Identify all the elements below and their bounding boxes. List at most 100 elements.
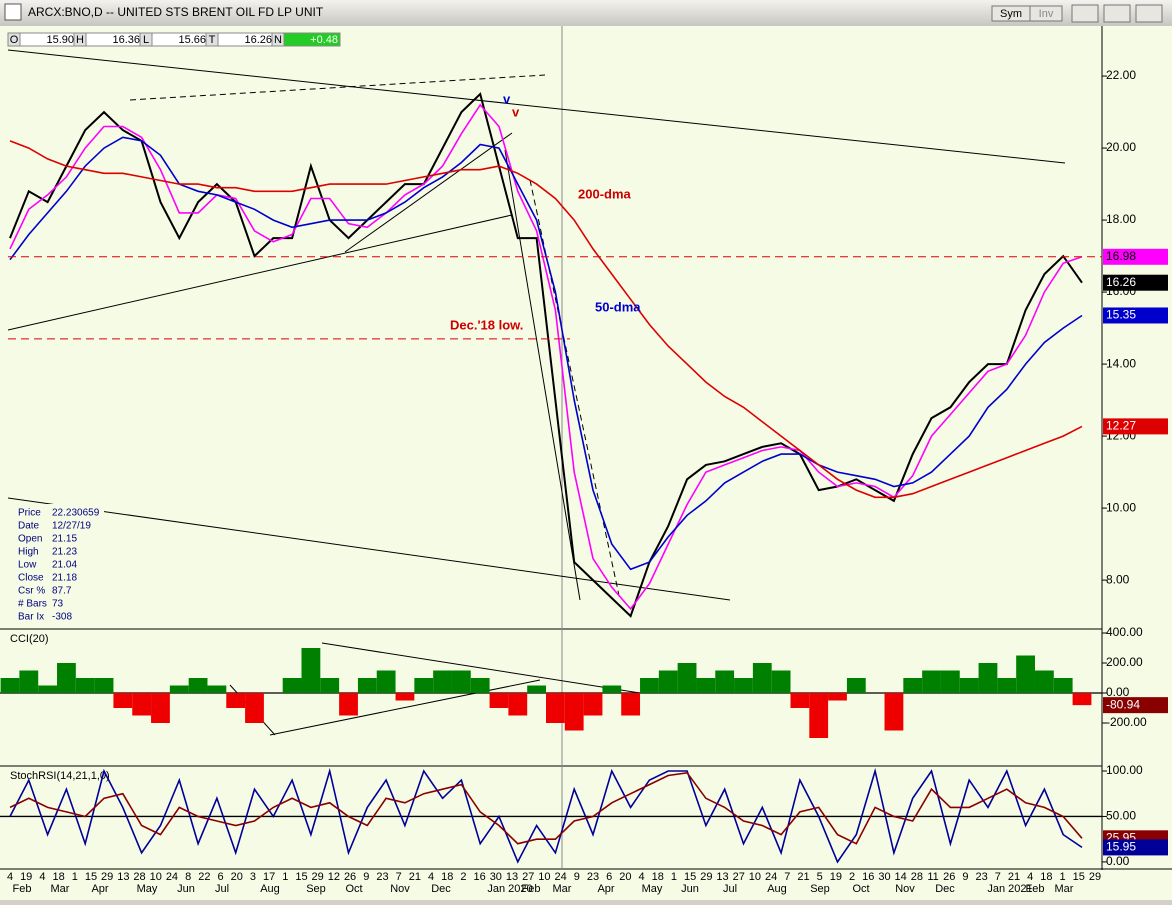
cci-bar: [940, 670, 960, 693]
maximize-button[interactable]: [1103, 4, 1131, 23]
x-day-label: 23: [587, 871, 599, 883]
x-day-label: 24: [765, 871, 777, 883]
data-window-value: 12/27/19: [52, 521, 91, 532]
cci-bar: [715, 670, 735, 693]
trend-line: [7, 214, 513, 331]
x-month-label: Feb: [1026, 883, 1045, 895]
data-window-key: Low: [18, 560, 37, 571]
x-day-label: 16: [862, 871, 874, 883]
x-month-label: Jul: [723, 883, 737, 895]
cci-bar: [282, 678, 302, 693]
cci-bar: [489, 693, 509, 708]
annotation: v: [503, 91, 511, 106]
cci-bar: [169, 685, 189, 693]
x-day-label: 29: [700, 871, 712, 883]
cci-bar: [414, 678, 434, 693]
last-value-badge: [1103, 274, 1168, 291]
data-window-key: # Bars: [18, 599, 47, 610]
last-value-badge: [1103, 839, 1168, 856]
last-value-label: -80.94: [1106, 697, 1140, 711]
cci-bar: [1016, 655, 1035, 693]
last-value-label: 15.35: [1106, 308, 1136, 322]
panel-title: CCI(20): [10, 633, 49, 645]
x-month-label: Dec: [431, 883, 451, 895]
cci-bar: [301, 648, 321, 693]
cci-bar: [508, 693, 528, 716]
close-button[interactable]: [1135, 4, 1163, 23]
x-month-label: Nov: [390, 883, 410, 895]
x-day-label: 27: [522, 871, 534, 883]
last-value-badge: [1103, 307, 1168, 324]
ohlc-value: 16.26: [244, 34, 272, 46]
trend-line: [344, 132, 513, 253]
x-day-label: 21: [409, 871, 421, 883]
x-month-label: Oct: [852, 883, 869, 895]
cci-bar: [339, 693, 358, 716]
cci-bar: [57, 663, 76, 693]
x-day-label: 27: [733, 871, 745, 883]
cci-bar: [809, 693, 829, 738]
data-window-key: Close: [18, 573, 44, 584]
data-window-key: Date: [18, 521, 40, 532]
x-day-label: 1: [671, 871, 677, 883]
x-day-label: 16: [474, 871, 486, 883]
cci-bar: [922, 670, 941, 693]
x-day-label: 9: [574, 871, 580, 883]
cci-bar: [320, 678, 340, 693]
minimize-button[interactable]: [1071, 4, 1099, 23]
ohlc-value: +0.48: [310, 34, 338, 46]
app-icon: [4, 3, 22, 21]
x-day-label: 3: [250, 871, 256, 883]
cci-bar: [677, 663, 697, 693]
cci-bar: [846, 678, 866, 693]
data-window-value: 21.23: [52, 547, 77, 558]
series-line: [9, 136, 1083, 571]
x-month-label: Jan 2020: [487, 883, 532, 895]
last-value-badge: [1103, 697, 1168, 714]
x-day-label: 30: [878, 871, 890, 883]
inv-button[interactable]: [1029, 5, 1063, 22]
ohlc-value-cell: [283, 32, 341, 47]
last-value-label: 16.26: [1106, 275, 1136, 289]
y-tick-label: 22.00: [1106, 68, 1136, 82]
y-tick-label: 14.00: [1106, 356, 1136, 370]
y-tick-label: 8.00: [1106, 572, 1130, 586]
ohlc-value: 15.66: [178, 34, 206, 46]
x-month-label: Mar: [553, 883, 572, 895]
x-day-label: 1: [72, 871, 78, 883]
x-day-label: 1: [282, 871, 288, 883]
x-month-label: Sep: [810, 883, 830, 895]
y-tick-label: 100.00: [1106, 763, 1143, 777]
x-month-label: Nov: [895, 883, 915, 895]
x-month-label: Jul: [215, 883, 229, 895]
panel-title: StochRSI(14,21,1,0): [10, 770, 110, 782]
x-day-label: 13: [117, 871, 129, 883]
chart-area: [0, 26, 1172, 900]
x-month-label: Jun: [177, 883, 195, 895]
x-day-label: 20: [231, 871, 243, 883]
x-day-label: 28: [133, 871, 145, 883]
data-window: [14, 504, 104, 624]
x-day-label: 4: [1027, 871, 1033, 883]
cci-bar: [132, 693, 152, 716]
x-day-label: 6: [606, 871, 612, 883]
cci-bar: [188, 678, 208, 693]
y-tick-label: 20.00: [1106, 140, 1136, 154]
y-tick-label: 0.00: [1106, 685, 1130, 699]
x-day-label: 7: [784, 871, 790, 883]
x-day-label: 6: [217, 871, 223, 883]
x-day-label: 10: [749, 871, 761, 883]
cci-bar: [752, 663, 772, 693]
data-window-value: 21.18: [52, 573, 77, 584]
x-month-label: Dec: [935, 883, 955, 895]
cci-bar: [470, 678, 490, 693]
x-day-label: 1: [1060, 871, 1066, 883]
y-tick-label: -200.00: [1106, 715, 1147, 729]
x-day-label: 18: [1040, 871, 1052, 883]
x-day-label: 19: [830, 871, 842, 883]
sym-label: Sym: [1000, 8, 1022, 20]
cci-bar: [245, 693, 264, 723]
x-day-label: 30: [490, 871, 502, 883]
data-window-key: High: [18, 547, 39, 558]
x-day-label: 13: [716, 871, 728, 883]
